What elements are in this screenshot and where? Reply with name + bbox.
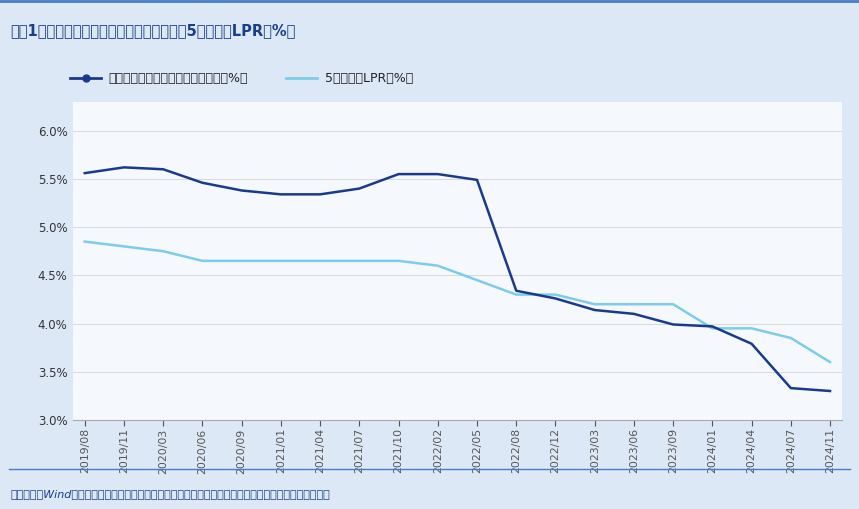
Legend: 新发放个人住房贷款加权平均利率（%）, 5年期以上LPR（%）: 新发放个人住房贷款加权平均利率（%）, 5年期以上LPR（%）	[65, 67, 417, 91]
Text: 图表1：新发放个人住房贷款加权平均利率与5年期以上LPR（%）: 图表1：新发放个人住房贷款加权平均利率与5年期以上LPR（%）	[10, 23, 295, 39]
Text: 资料来源：Wind，央行，国盛证券研究所（个人住房贷款加权平均利率来自央行季度货币政策执行报告）: 资料来源：Wind，央行，国盛证券研究所（个人住房贷款加权平均利率来自央行季度货…	[10, 490, 330, 499]
